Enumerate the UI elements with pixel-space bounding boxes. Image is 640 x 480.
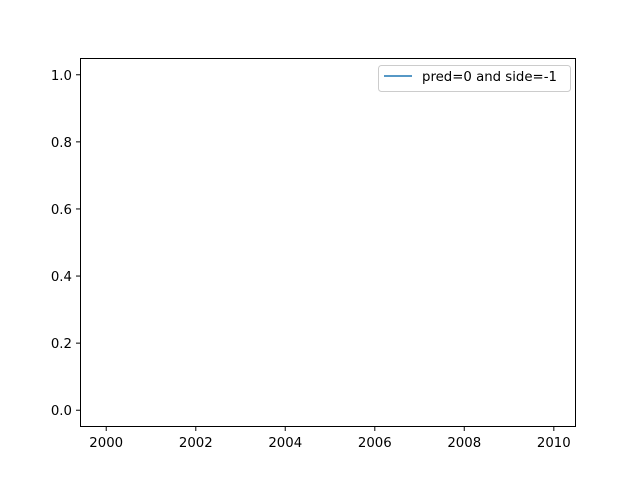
- x-tick-label: 2002: [179, 436, 213, 451]
- y-tick-label: 0.8: [51, 136, 72, 151]
- y-tick-label: 0.2: [51, 337, 72, 352]
- x-axis-ticks: 2000 2002 2004 2006 2008 2010: [89, 427, 571, 451]
- legend-label: pred=0 and side=-1: [422, 70, 557, 85]
- y-tick-label: 1.0: [51, 69, 72, 84]
- plot-area: [80, 58, 576, 427]
- y-axis-ticks: 0.0 0.2 0.4 0.6 0.8 1.0: [51, 69, 80, 419]
- x-tick-label: 2004: [268, 436, 302, 451]
- legend: pred=0 and side=-1: [378, 65, 571, 92]
- legend-box: [378, 65, 571, 92]
- x-tick-label: 2010: [537, 436, 571, 451]
- axes-frame: [80, 58, 576, 427]
- y-tick-label: 0.4: [51, 270, 72, 285]
- y-tick-label: 0.6: [51, 203, 72, 218]
- x-tick-label: 2000: [89, 436, 123, 451]
- x-tick-label: 2006: [358, 436, 392, 451]
- x-tick-label: 2008: [447, 436, 481, 451]
- y-tick-label: 0.0: [51, 404, 72, 419]
